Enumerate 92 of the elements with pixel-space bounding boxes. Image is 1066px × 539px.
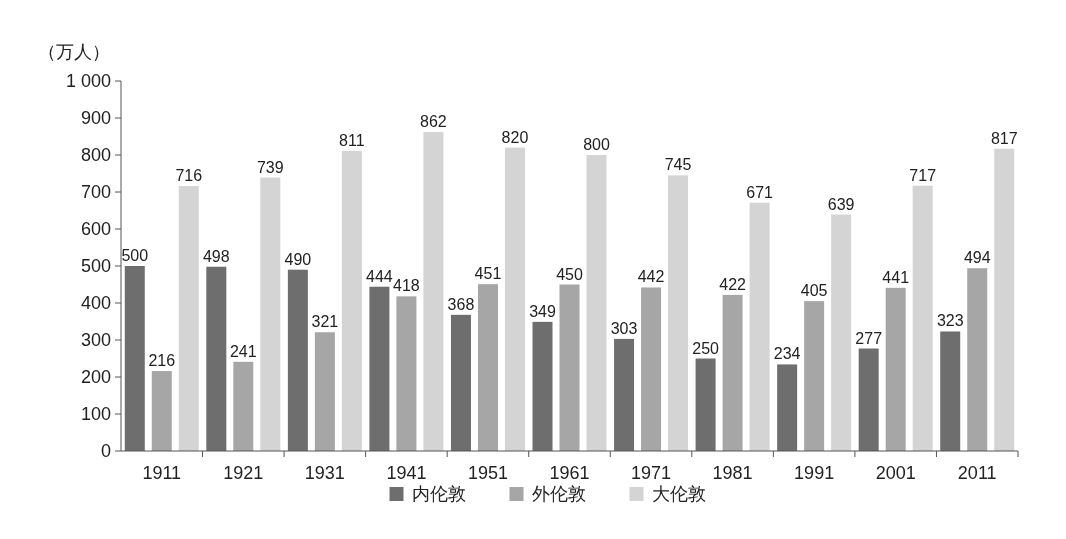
data-label: 811 <box>339 131 365 149</box>
bar <box>641 287 662 451</box>
data-label: 216 <box>148 352 176 370</box>
bar <box>749 202 770 451</box>
y-tick-label: 200 <box>80 367 111 388</box>
bar <box>885 287 906 451</box>
data-label: 323 <box>936 312 964 330</box>
bar <box>994 148 1015 451</box>
data-label: 418 <box>393 277 420 295</box>
bar <box>178 186 199 451</box>
data-label: 277 <box>855 329 883 347</box>
data-label: 800 <box>583 136 610 153</box>
x-tick-label: 2011 <box>957 463 997 483</box>
data-label: 745 <box>664 156 692 174</box>
bar <box>369 286 390 451</box>
legend-label: 内伦敦 <box>411 484 466 504</box>
bar <box>206 266 227 451</box>
bar <box>967 268 988 451</box>
bar <box>151 371 172 451</box>
y-tick-label: 600 <box>80 219 111 240</box>
bar <box>314 332 335 451</box>
bar <box>668 175 689 451</box>
x-tick-label: 1931 <box>304 463 345 483</box>
y-tick-label: 400 <box>80 293 111 314</box>
data-label: 368 <box>447 295 475 313</box>
data-label: 441 <box>882 268 910 286</box>
y-tick-label: 300 <box>80 330 111 351</box>
data-label: 234 <box>773 345 801 363</box>
bar <box>912 185 933 451</box>
x-tick-label: 2001 <box>875 463 916 483</box>
bar <box>423 132 444 451</box>
x-tick-label: 1951 <box>467 463 508 483</box>
data-label: 241 <box>229 342 257 360</box>
legend-label: 外伦敦 <box>531 484 586 504</box>
bar <box>341 150 362 451</box>
data-label: 303 <box>610 319 638 337</box>
x-tick-label: 1941 <box>386 463 427 483</box>
bar <box>586 155 607 451</box>
data-label: 444 <box>366 267 393 285</box>
data-label: 820 <box>501 128 529 146</box>
x-tick-label: 1961 <box>549 463 590 483</box>
data-label: 639 <box>827 195 855 213</box>
bar <box>695 358 716 451</box>
bar <box>940 331 961 451</box>
bar <box>477 284 498 451</box>
y-tick-label: 100 <box>80 404 111 425</box>
data-label: 739 <box>256 158 284 176</box>
data-label: 716 <box>175 167 203 185</box>
bar <box>858 348 879 451</box>
bar <box>804 301 825 451</box>
x-tick-label: 1971 <box>631 463 672 483</box>
data-label: 321 <box>311 313 339 331</box>
data-label: 498 <box>202 247 230 265</box>
legend-label: 大伦敦 <box>651 484 706 504</box>
data-label: 250 <box>692 339 720 357</box>
y-axis-title: （万人） <box>38 42 110 62</box>
bar <box>450 314 471 451</box>
data-label: 817 <box>990 129 1018 147</box>
data-label: 450 <box>556 265 583 283</box>
data-label: 494 <box>963 249 991 267</box>
bar <box>532 321 553 451</box>
y-tick-label: 0 <box>100 441 111 462</box>
y-tick-label: 500 <box>80 256 111 277</box>
bar <box>777 364 798 451</box>
x-tick-label: 1921 <box>223 463 264 483</box>
bar <box>831 214 852 451</box>
bar <box>233 361 254 451</box>
data-label: 422 <box>719 275 747 293</box>
data-label: 717 <box>909 166 937 184</box>
bar <box>559 284 580 451</box>
y-tick-label: 900 <box>80 108 111 129</box>
data-label: 442 <box>637 268 665 286</box>
bar <box>260 177 281 451</box>
x-tick-label: 1911 <box>142 463 182 483</box>
x-tick-label: 1981 <box>712 463 753 483</box>
y-tick-label: 1 000 <box>65 71 111 92</box>
data-label: 490 <box>284 250 312 268</box>
data-label: 500 <box>121 247 149 264</box>
bar <box>504 147 525 451</box>
data-label: 349 <box>529 302 556 320</box>
bar <box>124 266 145 451</box>
data-label: 671 <box>746 183 774 201</box>
bar <box>287 269 308 451</box>
bar <box>722 294 743 451</box>
data-label: 862 <box>420 113 447 131</box>
y-tick-label: 700 <box>80 182 111 203</box>
bar <box>614 338 635 451</box>
bar <box>396 296 417 451</box>
x-tick-label: 1991 <box>794 463 835 483</box>
data-label: 451 <box>474 265 502 283</box>
y-tick-label: 800 <box>80 145 111 166</box>
data-label: 405 <box>800 282 828 300</box>
